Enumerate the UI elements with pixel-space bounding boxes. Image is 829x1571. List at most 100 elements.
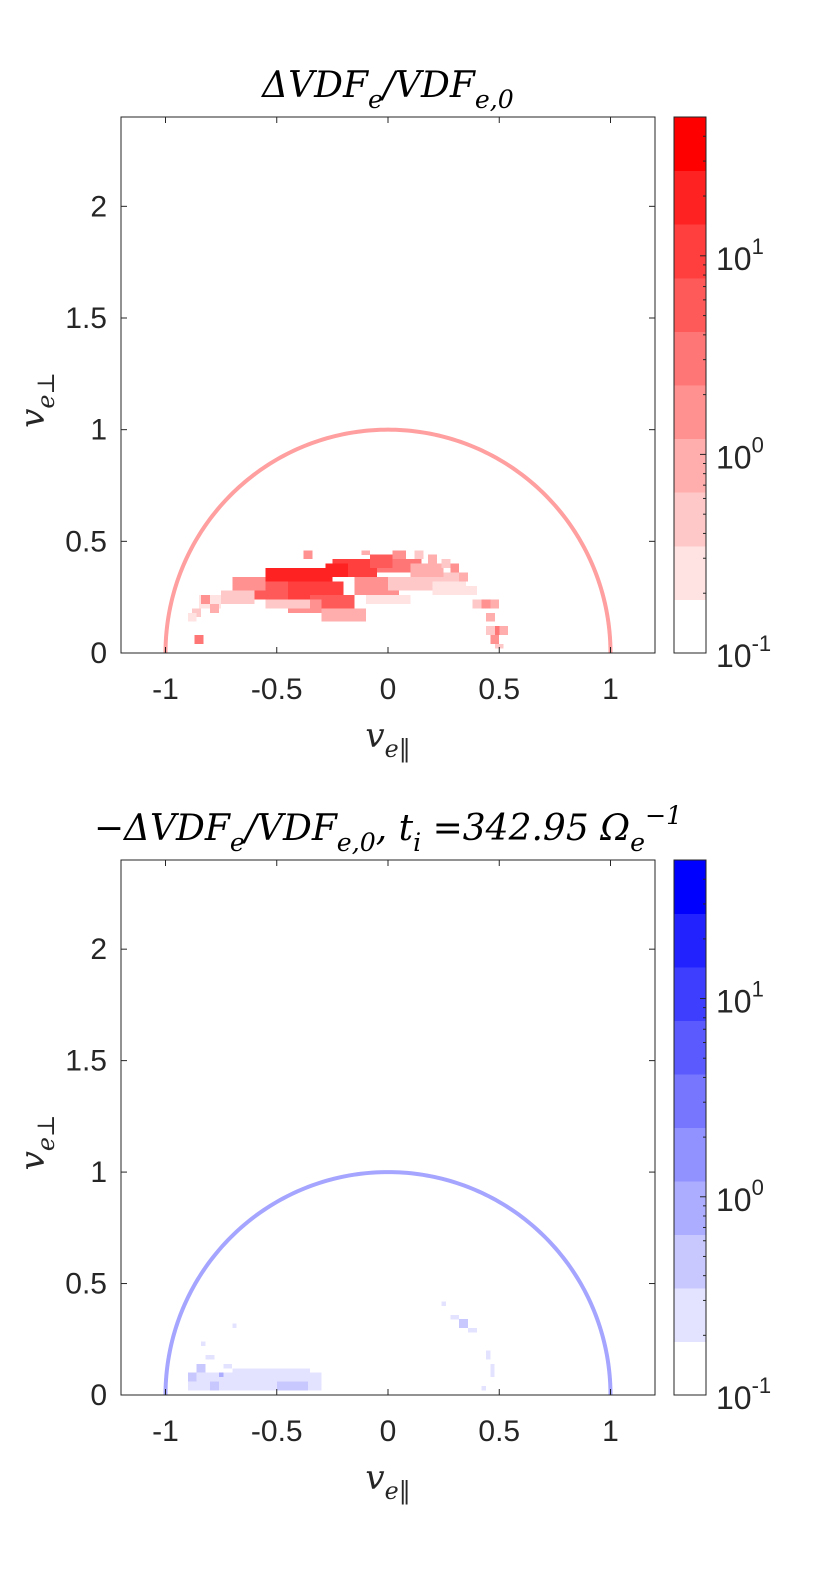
colorbar-band [674, 492, 706, 547]
heatmap-cell [490, 1363, 495, 1378]
heatmap-cell [221, 590, 255, 604]
colorbar-tick-label: 101 [716, 234, 764, 277]
label-subscript: e,0 [475, 85, 514, 114]
x-tick-label: 0.5 [478, 1415, 520, 1448]
colorbar-tick-base: 10 [716, 1380, 752, 1416]
plot-background [121, 860, 655, 1395]
y-tick-label: 1 [90, 414, 107, 447]
heatmap-cells [163, 427, 613, 653]
label-subscript: e‖ [385, 1477, 411, 1506]
y-tick-label: 0.5 [65, 1268, 107, 1301]
heatmap-cell [218, 1372, 224, 1378]
colorbar-band [674, 224, 706, 279]
label-subscript: e⊥ [32, 372, 60, 408]
chart-panel-2: -1-0.500.5100.511.52ve‖​ve⊥​−ΔVDFe​/VDFe… [13, 801, 771, 1506]
heatmap-cell [428, 554, 437, 564]
y-tick-label: 2 [90, 190, 107, 223]
colorbar-frame [673, 116, 707, 654]
label-subscript: e‖ [385, 735, 411, 764]
y-tick-label: 2 [90, 933, 107, 966]
heatmap-cell [432, 581, 466, 595]
colorbar-tick-label: 101 [716, 977, 764, 1020]
colorbar-band [674, 545, 706, 600]
heatmap-cell [490, 599, 500, 609]
heatmap-cell [365, 594, 411, 604]
colorbar-band [674, 1074, 706, 1128]
x-axis-label: ve‖​ [365, 716, 410, 764]
heatmap-cell [210, 1381, 219, 1391]
chart-panel-1: -1-0.500.5100.511.52ve‖​ve⊥​ΔVDFe​/VDFe,… [13, 65, 771, 764]
y-axis-label: ve⊥​ [13, 372, 60, 428]
label-main: t [399, 808, 414, 849]
label-superscript: −1 [645, 801, 682, 830]
label-slash: / [380, 65, 399, 106]
colorbar-band [674, 438, 706, 493]
label-subscript: e [630, 828, 645, 857]
heatmap-cell [187, 1372, 197, 1382]
colorbar-band [674, 967, 706, 1021]
colorbar-tick-label: 10-1 [716, 1373, 771, 1416]
colorbar-band [674, 1127, 706, 1182]
heatmap-cell [361, 550, 371, 555]
heatmap-cell [194, 635, 204, 644]
colorbar-tick-base: 10 [716, 241, 752, 277]
x-tick-label: 1 [602, 1415, 619, 1448]
heatmap-cell [414, 550, 424, 560]
label-subscript: e⊥ [32, 1115, 60, 1151]
colorbar-frame [673, 859, 707, 1396]
heatmap-cell [232, 577, 266, 591]
heatmap-cell [303, 550, 313, 560]
heatmap-cell [276, 1381, 308, 1391]
heatmap-cell [196, 1363, 206, 1373]
x-tick-label: 0 [380, 673, 397, 706]
heatmap-cell [232, 1368, 311, 1373]
colorbar-tick-base: 10 [716, 638, 752, 674]
colorbar-tick-exponent: -1 [752, 1373, 772, 1398]
chart-title: ΔVDFe​/VDFe,0​ [260, 65, 514, 114]
label-main: VDF [257, 808, 339, 849]
colorbar-band [674, 1234, 706, 1289]
heatmap-cell [485, 612, 495, 622]
colorbar-band [674, 277, 706, 332]
y-tick-label: 0 [90, 1379, 107, 1412]
y-tick-label: 0.5 [65, 525, 107, 558]
colorbar-tick-base: 10 [716, 1182, 752, 1218]
heatmap-cell [265, 599, 311, 609]
label-main: v [365, 716, 384, 756]
colorbar-band [674, 385, 706, 440]
label-main: ΔVDF [260, 65, 370, 106]
label-subscript: e,0 [337, 828, 376, 857]
heatmap-cell [441, 1301, 446, 1306]
y-tick-label: 1 [90, 1156, 107, 1189]
heatmap-cell [494, 626, 504, 636]
heatmap-cell [388, 577, 444, 591]
x-tick-label: 0.5 [478, 673, 520, 706]
colorbar-band [674, 599, 706, 654]
colorbar-tick-exponent: 0 [752, 1175, 764, 1200]
heatmap-cell [370, 554, 393, 569]
x-tick-label: -1 [152, 1415, 179, 1448]
x-tick-label: 1 [602, 673, 619, 706]
heatmap-cell [481, 1386, 486, 1391]
heatmap-cell [354, 577, 400, 595]
reference-semicircle [163, 427, 613, 653]
colorbar-band [674, 117, 706, 172]
heatmap-cell [481, 599, 491, 609]
heatmap-cell [450, 563, 460, 573]
colorbar-tick-base: 10 [716, 439, 752, 475]
label-main: v [13, 1151, 53, 1170]
y-tick-label: 1.5 [65, 1045, 107, 1078]
colorbar-tick-exponent: 0 [752, 432, 764, 457]
heatmap-cell [468, 1328, 477, 1333]
label-space [589, 808, 600, 849]
colorbar-tick-base: 10 [716, 984, 752, 1020]
colorbar-tick-exponent: 1 [752, 234, 764, 259]
x-tick-label: -0.5 [251, 673, 303, 706]
colorbar-band [674, 1341, 706, 1396]
colorbar-tick-exponent: 1 [752, 977, 764, 1002]
y-tick-label: 0 [90, 637, 107, 670]
heatmap-cell [232, 1323, 237, 1329]
label-main: VDF [395, 65, 477, 106]
